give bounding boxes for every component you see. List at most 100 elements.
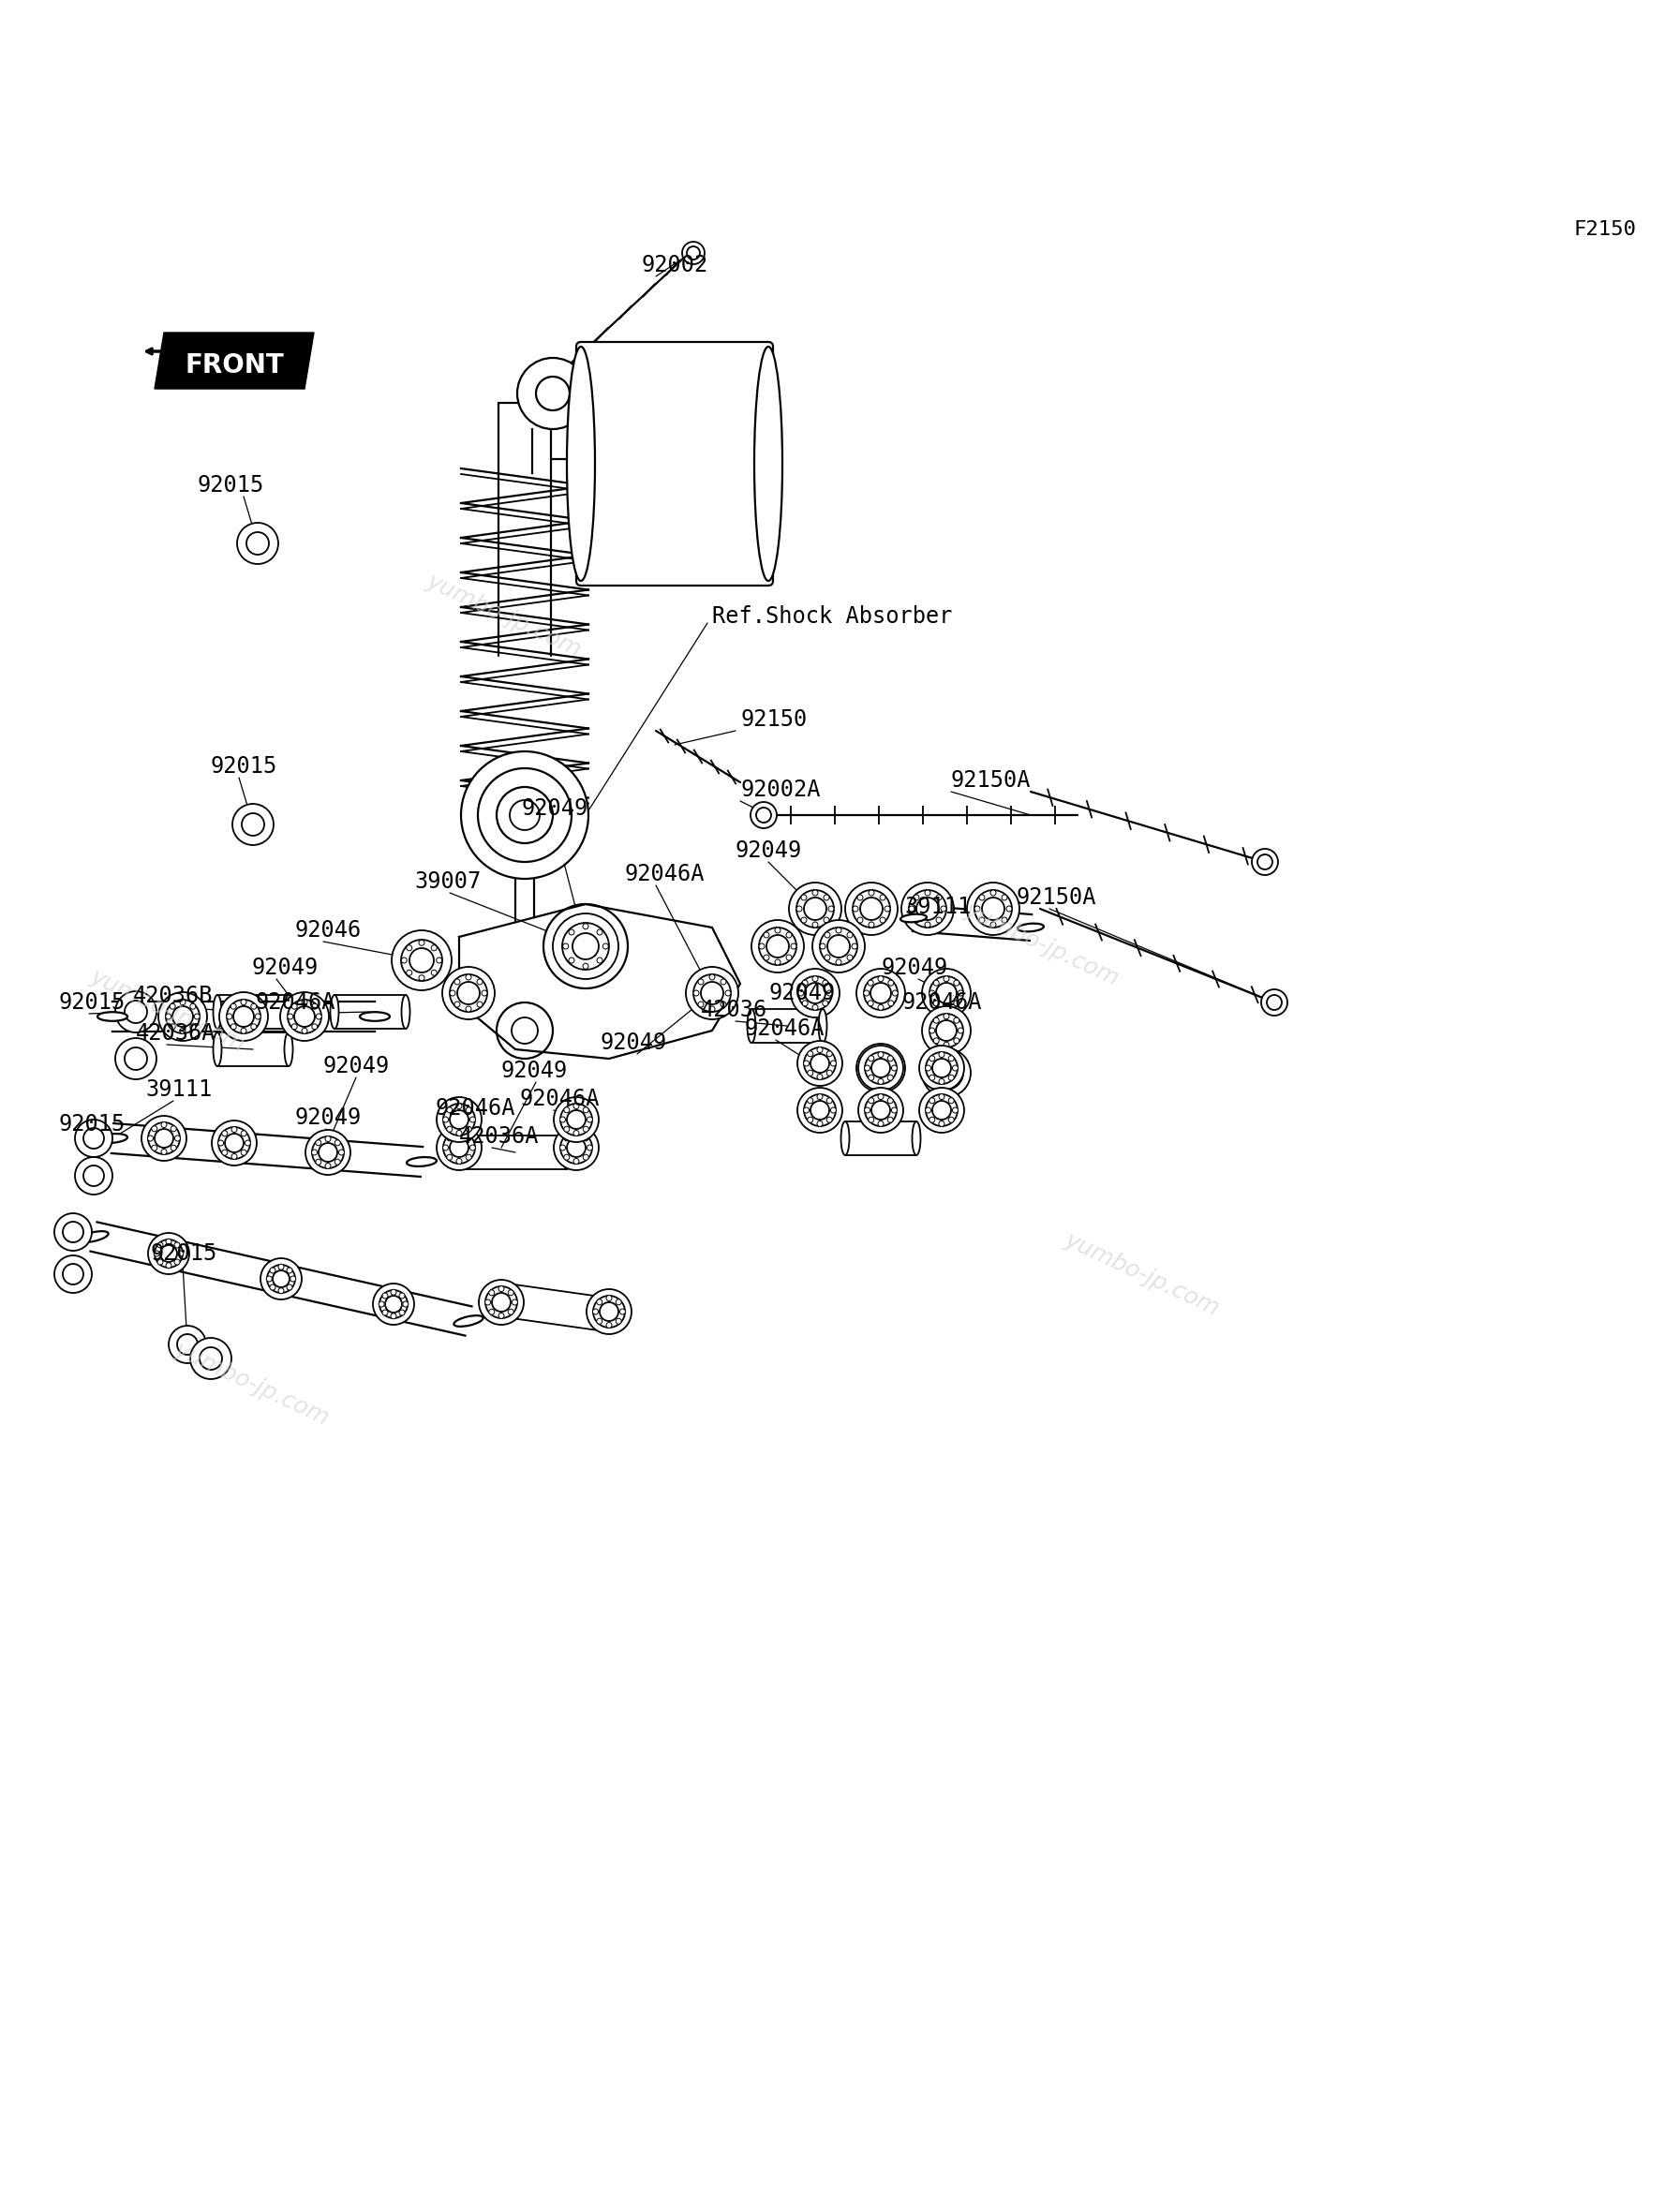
Circle shape — [919, 1046, 964, 1090]
Circle shape — [865, 1094, 897, 1127]
Circle shape — [566, 1109, 586, 1129]
Circle shape — [225, 1134, 244, 1153]
Circle shape — [606, 1323, 612, 1327]
Circle shape — [847, 956, 853, 960]
Circle shape — [447, 1136, 452, 1140]
Circle shape — [759, 943, 764, 949]
Circle shape — [326, 1136, 331, 1142]
Circle shape — [155, 1250, 160, 1257]
Circle shape — [820, 943, 825, 949]
Circle shape — [486, 1287, 517, 1318]
Circle shape — [941, 905, 946, 912]
Circle shape — [418, 940, 425, 945]
Text: 39007: 39007 — [415, 870, 480, 892]
Circle shape — [869, 1074, 874, 1081]
Circle shape — [212, 1120, 257, 1164]
Circle shape — [934, 1017, 939, 1024]
Circle shape — [879, 1120, 884, 1127]
Circle shape — [932, 1101, 951, 1120]
Circle shape — [465, 1136, 472, 1140]
Circle shape — [860, 899, 882, 921]
Circle shape — [237, 523, 279, 565]
Circle shape — [929, 991, 934, 995]
Circle shape — [954, 1017, 959, 1024]
Circle shape — [914, 916, 919, 923]
Circle shape — [865, 1107, 870, 1114]
Circle shape — [444, 1116, 449, 1123]
Circle shape — [869, 1000, 874, 1006]
Ellipse shape — [284, 1033, 292, 1066]
Circle shape — [230, 1004, 237, 1008]
Circle shape — [564, 1127, 570, 1131]
Circle shape — [385, 1296, 402, 1312]
Circle shape — [160, 1246, 176, 1261]
Circle shape — [570, 958, 575, 962]
Circle shape — [380, 1290, 408, 1318]
Circle shape — [798, 1041, 842, 1085]
Circle shape — [810, 1101, 830, 1120]
Polygon shape — [155, 332, 314, 389]
Circle shape — [292, 1004, 297, 1008]
Circle shape — [721, 980, 726, 984]
Circle shape — [232, 1153, 237, 1160]
Circle shape — [200, 1347, 222, 1369]
Circle shape — [250, 1004, 257, 1008]
Circle shape — [934, 980, 939, 986]
Circle shape — [326, 1162, 331, 1169]
Circle shape — [564, 1136, 570, 1140]
Circle shape — [407, 969, 412, 975]
Circle shape — [170, 1004, 175, 1008]
Circle shape — [227, 1013, 232, 1019]
Circle shape — [892, 1107, 897, 1114]
Circle shape — [929, 1057, 934, 1061]
Ellipse shape — [407, 1158, 437, 1167]
Circle shape — [175, 1136, 180, 1140]
Circle shape — [944, 1041, 949, 1048]
Circle shape — [892, 1066, 897, 1070]
Circle shape — [805, 899, 827, 921]
Circle shape — [573, 1131, 580, 1138]
Circle shape — [889, 1000, 894, 1006]
Circle shape — [566, 1138, 586, 1158]
Circle shape — [685, 967, 738, 1019]
Circle shape — [936, 1063, 956, 1083]
Circle shape — [432, 969, 437, 975]
Circle shape — [887, 1074, 894, 1081]
Circle shape — [450, 1109, 469, 1129]
Circle shape — [1257, 855, 1272, 870]
Circle shape — [267, 1276, 272, 1281]
Circle shape — [869, 1116, 874, 1123]
Circle shape — [444, 1103, 475, 1136]
Circle shape — [158, 1259, 163, 1265]
Circle shape — [879, 1079, 884, 1085]
Circle shape — [151, 1145, 158, 1151]
Ellipse shape — [97, 1013, 128, 1022]
Circle shape — [796, 890, 833, 927]
Circle shape — [949, 1098, 954, 1103]
Circle shape — [687, 246, 701, 259]
Circle shape — [457, 1129, 462, 1136]
Ellipse shape — [842, 1120, 850, 1156]
Circle shape — [437, 1096, 482, 1142]
Circle shape — [334, 1160, 341, 1164]
Circle shape — [287, 1000, 321, 1033]
Circle shape — [316, 1160, 321, 1164]
Circle shape — [774, 927, 781, 934]
Circle shape — [798, 1088, 842, 1134]
Circle shape — [312, 1004, 318, 1008]
Circle shape — [835, 927, 842, 934]
Text: yumbo-jp.com: yumbo-jp.com — [423, 569, 585, 661]
Circle shape — [583, 1136, 588, 1140]
Text: FRONT: FRONT — [185, 352, 284, 378]
Circle shape — [230, 1024, 237, 1030]
Circle shape — [721, 1002, 726, 1006]
Circle shape — [302, 1000, 307, 1004]
Circle shape — [180, 1000, 185, 1004]
Circle shape — [924, 923, 931, 927]
Circle shape — [373, 1283, 415, 1325]
Circle shape — [171, 1145, 176, 1151]
Circle shape — [924, 890, 931, 896]
Circle shape — [808, 1098, 813, 1103]
Circle shape — [858, 1046, 904, 1090]
Circle shape — [507, 1309, 514, 1314]
